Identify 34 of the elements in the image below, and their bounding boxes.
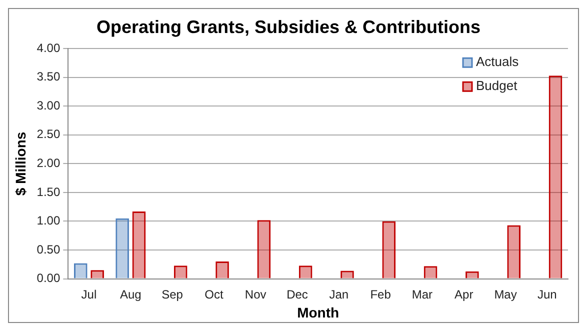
y-tick-label: 2.00 [36, 156, 60, 170]
x-tick-label: Mar [412, 287, 433, 302]
y-tick-label: 2.50 [36, 127, 60, 142]
y-tick-label: 3.50 [36, 70, 60, 84]
x-tick-label: Apr [454, 287, 474, 302]
bar [382, 221, 396, 278]
x-tick-label: Aug [120, 287, 142, 302]
legend-label: Actuals [476, 54, 520, 70]
x-tick-label: Dec [286, 287, 308, 302]
x-tick-label: Nov [244, 287, 266, 302]
x-tick-label: Jan [329, 287, 349, 302]
bar [507, 225, 521, 278]
y-tick-label: 0.50 [36, 242, 60, 256]
y-tick-label: 4.00 [36, 40, 60, 55]
x-tick-label: Jun [537, 287, 557, 302]
bar [548, 76, 562, 278]
y-tick-label: 1.00 [36, 214, 60, 228]
x-axis-title: Month [297, 304, 340, 320]
legend-label: Budget [476, 78, 518, 94]
y-tick-label: 1.50 [36, 184, 60, 199]
x-tick-label: Feb [370, 287, 392, 302]
x-tick-label: Sep [162, 287, 184, 302]
bar [466, 271, 479, 278]
bar [257, 220, 271, 278]
x-tick-label: May [494, 287, 517, 302]
chart-title: Operating Grants, Subsidies & Contributions [96, 16, 481, 37]
y-tick-label: 3.00 [36, 98, 60, 112]
y-tick-label: 0.00 [36, 271, 60, 286]
x-tick-label: Oct [204, 287, 224, 302]
y-axis-title: $ Millions [12, 132, 28, 196]
bar [132, 211, 146, 278]
bar [340, 270, 354, 278]
x-tick-label: Jul [81, 287, 97, 302]
bar [116, 218, 129, 278]
